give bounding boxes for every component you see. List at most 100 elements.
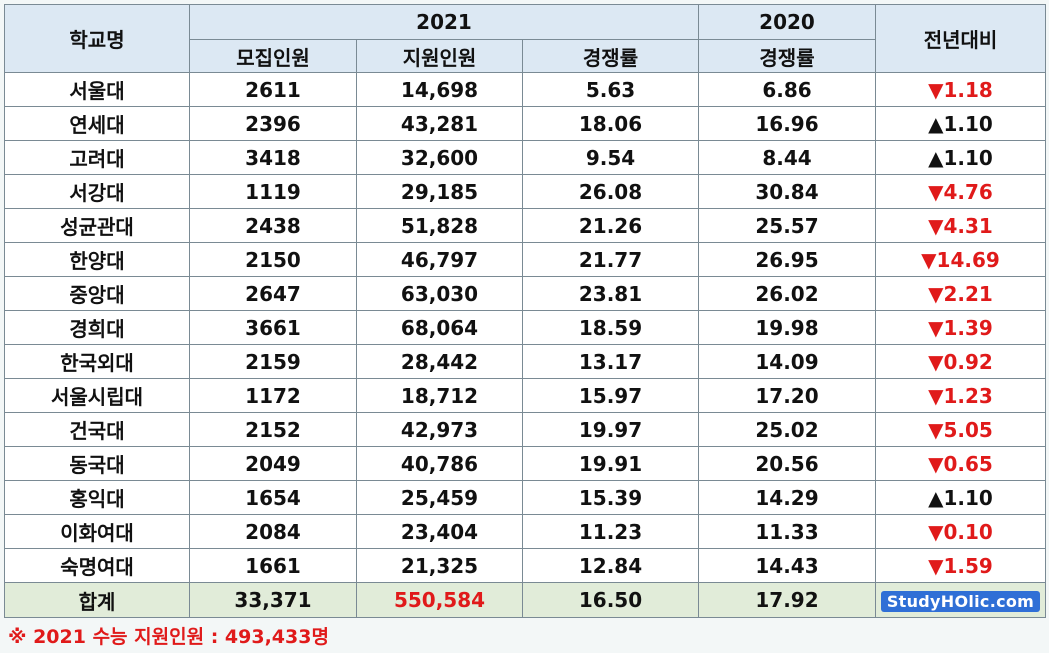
table-row: 이화여대 2084 23,404 11.23 11.33 ▼0.10 — [4, 514, 1046, 549]
applicant-count: 46,797 — [356, 242, 523, 277]
yoy-change: ▲1.10 — [875, 140, 1046, 175]
rate-2021: 21.26 — [522, 208, 699, 243]
school-name: 홍익대 — [4, 480, 190, 515]
rate-2020: 8.44 — [698, 140, 876, 175]
rate-2020: 6.86 — [698, 72, 876, 107]
table-row: 고려대 3418 32,600 9.54 8.44 ▲1.10 — [4, 140, 1046, 175]
recruit-count: 2084 — [189, 514, 357, 549]
table-row: 연세대 2396 43,281 18.06 16.96 ▲1.10 — [4, 106, 1046, 141]
yoy-change: ▼1.59 — [875, 548, 1046, 583]
total-rate-2021: 16.50 — [522, 582, 699, 618]
school-name: 중앙대 — [4, 276, 190, 311]
table-row: 건국대 2152 42,973 19.97 25.02 ▼5.05 — [4, 412, 1046, 447]
yoy-change: ▼1.18 — [875, 72, 1046, 107]
school-name: 성균관대 — [4, 208, 190, 243]
rate-2020: 14.29 — [698, 480, 876, 515]
recruit-count: 2438 — [189, 208, 357, 243]
applicant-count: 21,325 — [356, 548, 523, 583]
rate-2020: 30.84 — [698, 174, 876, 209]
school-name: 이화여대 — [4, 514, 190, 549]
header-year-2020: 2020 — [698, 4, 876, 40]
table-row: 서강대 1119 29,185 26.08 30.84 ▼4.76 — [4, 174, 1046, 209]
rate-2021: 15.97 — [522, 378, 699, 413]
recruit-count: 2647 — [189, 276, 357, 311]
applicant-count: 63,030 — [356, 276, 523, 311]
applicant-count: 51,828 — [356, 208, 523, 243]
yoy-change: ▼4.76 — [875, 174, 1046, 209]
rate-2020: 25.57 — [698, 208, 876, 243]
rate-2021: 9.54 — [522, 140, 699, 175]
total-row: 합계 33,371 550,584 16.50 17.92 StudyHOlic… — [4, 582, 1046, 618]
recruit-count: 2150 — [189, 242, 357, 277]
recruit-count: 2396 — [189, 106, 357, 141]
rate-2020: 14.43 — [698, 548, 876, 583]
rate-2021: 11.23 — [522, 514, 699, 549]
school-name: 한양대 — [4, 242, 190, 277]
header-rate-2021: 경쟁률 — [522, 39, 699, 73]
total-applicants: 550,584 — [356, 582, 523, 618]
footnote: ※ 2021 수능 지원인원 : 493,433명 — [8, 626, 329, 648]
applicant-count: 40,786 — [356, 446, 523, 481]
table-row: 한국외대 2159 28,442 13.17 14.09 ▼0.92 — [4, 344, 1046, 379]
rate-2021: 19.97 — [522, 412, 699, 447]
table-row: 서울시립대 1172 18,712 15.97 17.20 ▼1.23 — [4, 378, 1046, 413]
table-row: 동국대 2049 40,786 19.91 20.56 ▼0.65 — [4, 446, 1046, 481]
yoy-change: ▲1.10 — [875, 480, 1046, 515]
recruit-count: 1172 — [189, 378, 357, 413]
rate-2021: 13.17 — [522, 344, 699, 379]
recruit-count: 1661 — [189, 548, 357, 583]
applicant-count: 42,973 — [356, 412, 523, 447]
header-yoy: 전년대비 — [875, 4, 1046, 73]
school-name: 서강대 — [4, 174, 190, 209]
applicant-count: 14,698 — [356, 72, 523, 107]
rate-2020: 26.95 — [698, 242, 876, 277]
header-applicants: 지원인원 — [356, 39, 523, 73]
total-rate-2020: 17.92 — [698, 582, 876, 618]
applicant-count: 28,442 — [356, 344, 523, 379]
applicant-count: 18,712 — [356, 378, 523, 413]
recruit-count: 2159 — [189, 344, 357, 379]
school-name: 숙명여대 — [4, 548, 190, 583]
table-row: 경희대 3661 68,064 18.59 19.98 ▼1.39 — [4, 310, 1046, 345]
applicant-count: 25,459 — [356, 480, 523, 515]
studyholic-logo: StudyHOlic.com — [880, 591, 1041, 612]
rate-2021: 26.08 — [522, 174, 699, 209]
table-row: 홍익대 1654 25,459 15.39 14.29 ▲1.10 — [4, 480, 1046, 515]
rate-2021: 19.91 — [522, 446, 699, 481]
rate-2021: 18.59 — [522, 310, 699, 345]
school-name: 서울시립대 — [4, 378, 190, 413]
rate-2021: 23.81 — [522, 276, 699, 311]
yoy-change: ▼2.21 — [875, 276, 1046, 311]
applicant-count: 32,600 — [356, 140, 523, 175]
header-year-2021: 2021 — [189, 4, 699, 40]
logo-cell: StudyHOlic.com — [875, 582, 1046, 618]
school-name: 한국외대 — [4, 344, 190, 379]
school-name: 연세대 — [4, 106, 190, 141]
yoy-change: ▼0.65 — [875, 446, 1046, 481]
school-name: 경희대 — [4, 310, 190, 345]
school-name: 고려대 — [4, 140, 190, 175]
applicant-count: 43,281 — [356, 106, 523, 141]
table-row: 숙명여대 1661 21,325 12.84 14.43 ▼1.59 — [4, 548, 1046, 583]
school-name: 서울대 — [4, 72, 190, 107]
rate-2021: 18.06 — [522, 106, 699, 141]
rate-2021: 5.63 — [522, 72, 699, 107]
applicant-count: 29,185 — [356, 174, 523, 209]
table-row: 서울대 2611 14,698 5.63 6.86 ▼1.18 — [4, 72, 1046, 107]
recruit-count: 3418 — [189, 140, 357, 175]
table-row: 한양대 2150 46,797 21.77 26.95 ▼14.69 — [4, 242, 1046, 277]
recruit-count: 1654 — [189, 480, 357, 515]
rate-2021: 21.77 — [522, 242, 699, 277]
header-school: 학교명 — [4, 4, 190, 73]
table-row: 성균관대 2438 51,828 21.26 25.57 ▼4.31 — [4, 208, 1046, 243]
school-name: 건국대 — [4, 412, 190, 447]
rate-2021: 15.39 — [522, 480, 699, 515]
rate-2020: 17.20 — [698, 378, 876, 413]
total-recruit: 33,371 — [189, 582, 357, 618]
recruit-count: 2611 — [189, 72, 357, 107]
rate-2020: 25.02 — [698, 412, 876, 447]
yoy-change: ▼1.39 — [875, 310, 1046, 345]
applicant-count: 23,404 — [356, 514, 523, 549]
yoy-change: ▼0.92 — [875, 344, 1046, 379]
yoy-change: ▲1.10 — [875, 106, 1046, 141]
